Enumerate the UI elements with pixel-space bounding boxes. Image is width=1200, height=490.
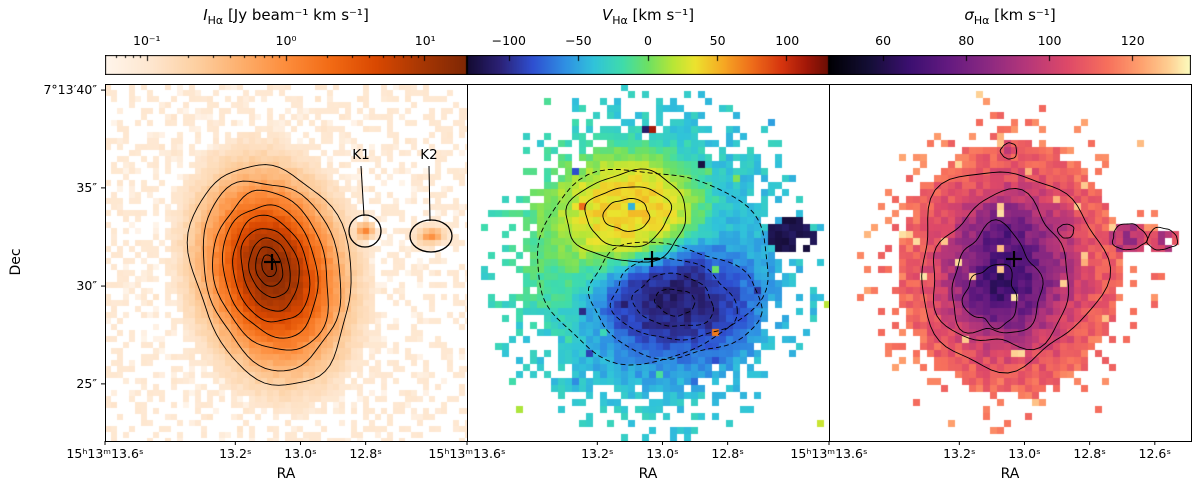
colorbar-tick-label: 10¹	[414, 33, 436, 48]
colorbar-tick-label: 10⁰	[275, 33, 297, 48]
x-tick-label: 15ʰ13ᵐ13.6ˢ	[790, 446, 868, 461]
colorbar-title-velocity: VHα [km s⁻¹]	[601, 6, 695, 27]
ra-axis-label-intensity: RA	[276, 466, 296, 482]
x-tick-label: 12.8ˢ	[349, 446, 382, 461]
intensity-unit: [Jy beam⁻¹ km s⁻¹]	[227, 6, 369, 24]
contour-line	[921, 171, 1112, 374]
contour-line	[932, 187, 1070, 351]
colorbar-tick-label: −100	[491, 33, 526, 48]
contour-line	[255, 246, 284, 287]
velocity-unit: [km s⁻¹]	[632, 6, 695, 24]
contour-line	[248, 237, 291, 298]
annotation-k2-label: K2	[420, 147, 438, 163]
contour-line	[212, 189, 329, 351]
dec-tick-label: 30″	[76, 278, 97, 294]
annotation-pointer-line	[360, 165, 365, 217]
contour-line	[1146, 226, 1179, 251]
annotation-pointer-line	[428, 165, 431, 222]
x-tick-label: 12.8ˢ	[1073, 446, 1106, 461]
colorbar-tick-label: 120	[1120, 33, 1145, 48]
colorbar-title-intensity: IHα [Jy beam⁻¹ km s⁻¹]	[203, 6, 369, 27]
panel-border	[105, 84, 468, 442]
x-tick-label: 12.8ˢ	[711, 446, 744, 461]
contour-line	[602, 197, 651, 232]
contour-line	[1111, 223, 1149, 251]
x-tick-label: 15ʰ13ᵐ13.6ˢ	[428, 446, 506, 461]
x-tick-label: 12.6ˢ	[1138, 446, 1172, 461]
contour-line	[609, 257, 738, 341]
velocity-colorbar	[467, 55, 829, 75]
x-tick-label: 13.0ˢ	[284, 446, 317, 461]
velocity-map	[467, 84, 829, 441]
x-tick-label: 13.0ˢ	[1008, 446, 1041, 461]
contour-line	[221, 204, 319, 339]
colorbar-tick-label: 50	[709, 33, 726, 48]
colorbar-tick-label: 10⁻¹	[133, 33, 161, 48]
dispersion-colorbar	[829, 55, 1191, 75]
dispersion-symbol: σ	[964, 6, 974, 24]
contour-line	[961, 263, 1018, 330]
dispersion-subscript: Hα	[973, 14, 990, 27]
contour-line	[202, 180, 342, 372]
contour-line	[232, 214, 311, 323]
contour-line	[587, 241, 763, 360]
dispersion-unit: [km s⁻¹]	[994, 6, 1056, 24]
colorbar-tick-label: −50	[565, 33, 592, 48]
annotation-circle	[409, 219, 453, 253]
velocity-symbol: V	[601, 6, 613, 24]
velocity-subscript: Hα	[612, 14, 628, 27]
colorbar-title-dispersion: σHα [km s⁻¹]	[964, 6, 1056, 27]
panel-border	[829, 84, 1192, 442]
annotation-k1-label: K1	[352, 147, 370, 163]
dec-tick-label: 35″	[76, 180, 97, 195]
dec-tick-label: 7°13′40″	[43, 82, 97, 98]
contour-line	[654, 288, 696, 317]
intensity-symbol: I	[203, 6, 208, 24]
x-tick-label: 13.0ˢ	[646, 446, 679, 461]
dispersion-map	[829, 84, 1191, 441]
x-tick-label: 13.2ˢ	[581, 446, 614, 461]
contour-line	[1056, 223, 1075, 239]
annotation-circle	[348, 214, 382, 248]
ra-axis-label-dispersion: RA	[1000, 466, 1020, 482]
panel-border	[467, 84, 830, 442]
dec-axis-label: Dec	[8, 248, 24, 276]
ra-axis-label-velocity: RA	[638, 466, 658, 482]
contour-line	[261, 254, 277, 278]
x-tick-label: 15ʰ13ᵐ13.6ˢ	[66, 446, 144, 461]
colorbar-tick-label: 60	[875, 33, 892, 48]
contour-line	[631, 272, 714, 327]
contour-line	[186, 164, 352, 386]
x-tick-label: 13.2ˢ	[219, 446, 252, 461]
intensity-colorbar	[105, 55, 467, 75]
contour-line	[240, 228, 300, 312]
colorbar-tick-label: 80	[958, 33, 975, 48]
colorbar-tick-label: 100	[1037, 33, 1062, 48]
contour-line	[584, 186, 673, 248]
contour-line	[951, 219, 1044, 334]
intensity-subscript: Hα	[207, 14, 224, 27]
colorbar-tick-label: 100	[775, 33, 800, 48]
contour-line	[537, 169, 769, 366]
dec-tick-label: 25″	[76, 376, 97, 391]
contour-line	[999, 142, 1017, 160]
intensity-map	[105, 84, 467, 441]
colorbar-tick-label: 0	[644, 33, 652, 48]
contour-line	[565, 168, 687, 263]
x-tick-label: 13.2ˢ	[943, 446, 976, 461]
